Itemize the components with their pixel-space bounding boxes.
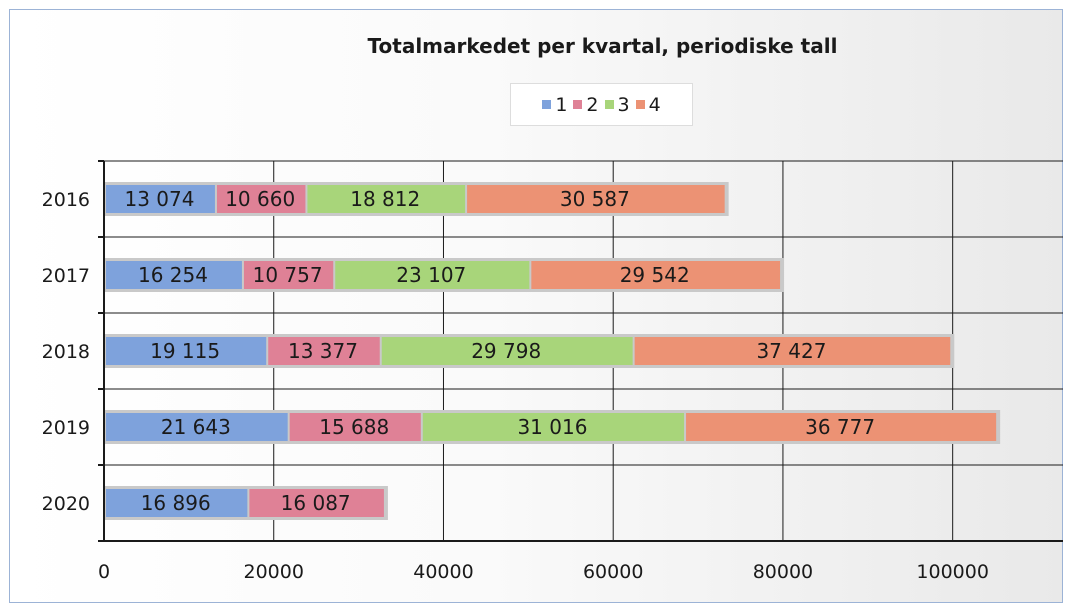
bar-2016-q3 xyxy=(307,185,466,213)
legend-swatch-2 xyxy=(573,100,583,109)
legend-label-1: 1 xyxy=(555,93,568,116)
bar-2018-q3 xyxy=(381,337,633,365)
bar-2019-q3 xyxy=(422,413,685,441)
data-label-2018-q3: 29 798 xyxy=(471,339,541,363)
legend-item-1: 1 xyxy=(542,94,567,116)
bar-2016-q2 xyxy=(216,185,306,213)
legend-swatch-3 xyxy=(604,100,614,109)
legend-label-3: 3 xyxy=(617,93,630,116)
x-tick-label: 40000 xyxy=(413,561,473,583)
y-tick-label: 2018 xyxy=(42,341,90,363)
bar-2016-q4 xyxy=(467,185,725,213)
y-tick-label: 2017 xyxy=(42,265,90,287)
bar-2016-q1 xyxy=(106,185,215,213)
chart-title: Totalmarkedet per kvartal, periodiske ta… xyxy=(367,34,838,58)
bar-2018-q4 xyxy=(634,337,951,365)
bar-2018-q2 xyxy=(268,337,380,365)
data-label-2018-q4: 37 427 xyxy=(756,339,826,363)
data-label-2017-q4: 29 542 xyxy=(620,263,690,287)
data-label-2019-q2: 15 688 xyxy=(319,415,389,439)
bar-2020-q2 xyxy=(249,489,384,517)
data-label-2019-q3: 31 016 xyxy=(517,415,587,439)
legend-swatch-1 xyxy=(542,100,552,109)
legend: 1 2 3 4 xyxy=(510,83,693,126)
data-label-2017-q1: 16 254 xyxy=(138,263,208,287)
legend-item-4: 4 xyxy=(635,93,661,116)
bar-2019-q2 xyxy=(289,413,421,441)
bar-2019-q4 xyxy=(686,413,997,441)
bar-2017-q2 xyxy=(243,261,334,289)
bar-2017-q1 xyxy=(106,261,242,289)
y-tick-label: 2019 xyxy=(42,417,90,439)
legend-item-3: 3 xyxy=(604,93,630,116)
bar-2017-q3 xyxy=(335,261,530,289)
data-label-2016-q1: 13 074 xyxy=(124,187,194,211)
data-label-2018-q1: 19 115 xyxy=(150,339,220,363)
data-label-2016-q2: 10 660 xyxy=(225,187,295,211)
data-label-2016-q3: 18 812 xyxy=(350,187,420,211)
data-label-2020-q2: 16 087 xyxy=(281,491,351,515)
legend-label-4: 4 xyxy=(648,93,661,116)
bar-2020-q1 xyxy=(106,489,248,517)
x-tick-label: 100000 xyxy=(916,561,989,583)
data-label-2019-q1: 21 643 xyxy=(161,415,231,439)
x-tick-label: 80000 xyxy=(753,561,813,583)
data-label-2018-q2: 13 377 xyxy=(288,339,358,363)
x-tick-label: 20000 xyxy=(244,561,304,583)
legend-item-2: 2 xyxy=(573,93,599,116)
data-label-2017-q2: 10 757 xyxy=(253,263,323,287)
data-label-2017-q3: 23 107 xyxy=(396,263,466,287)
data-label-2016-q4: 30 587 xyxy=(560,187,630,211)
data-label-2020-q1: 16 896 xyxy=(141,491,211,515)
y-tick-label: 2016 xyxy=(42,189,90,211)
x-tick-label: 60000 xyxy=(583,561,643,583)
y-tick-label: 2020 xyxy=(42,493,90,515)
legend-swatch-4 xyxy=(635,100,645,109)
x-tick-label: 0 xyxy=(98,561,110,583)
bar-2017-q4 xyxy=(531,261,781,289)
legend-label-2: 2 xyxy=(586,93,599,116)
bar-2019-q1 xyxy=(106,413,288,441)
data-label-2019-q4: 36 777 xyxy=(805,415,875,439)
bar-2018-q1 xyxy=(106,337,267,365)
